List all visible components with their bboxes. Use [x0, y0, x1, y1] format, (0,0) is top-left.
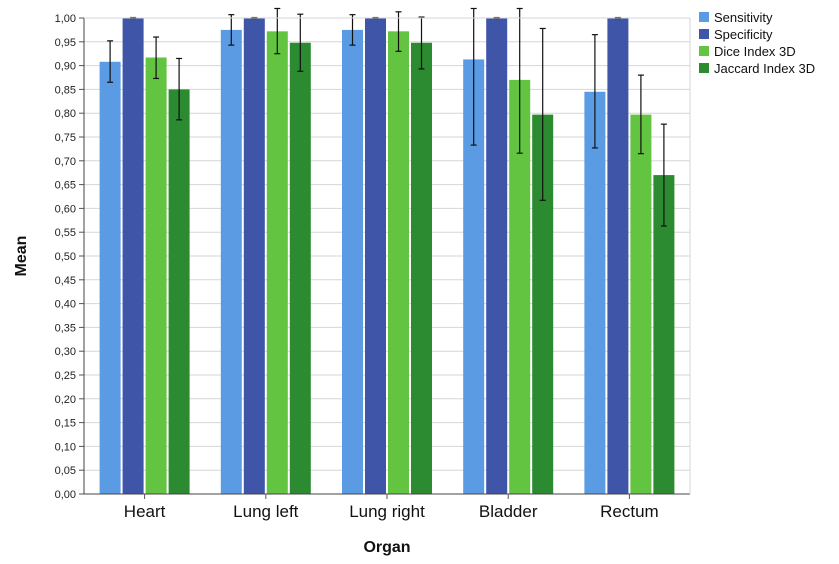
bar [122, 18, 144, 494]
legend-label: Dice Index 3D [714, 44, 796, 59]
x-category-labels: Heart Lung left Lung right Bladder Rectum [124, 502, 659, 521]
y-tick-label: 0,85 [55, 84, 76, 96]
y-tick-label: 0,40 [55, 299, 76, 311]
y-tick-label: 0,00 [55, 489, 76, 501]
bar [243, 18, 265, 494]
y-tick-label: 0,10 [55, 441, 76, 453]
bar [532, 114, 554, 495]
y-tick-label: 0,75 [55, 132, 76, 144]
y-tick-label: 0,45 [55, 275, 76, 287]
legend-swatch [699, 46, 709, 56]
bar [289, 42, 311, 494]
y-tick-label: 0,25 [55, 370, 76, 382]
bar [630, 114, 652, 495]
y-tick-label: 1,00 [55, 13, 76, 25]
bar [145, 57, 167, 495]
y-tick-label: 0,65 [55, 180, 76, 192]
y-tick-label: 0,70 [55, 156, 76, 168]
y-tick-label: 0,55 [55, 227, 76, 239]
y-tick-label: 0,95 [55, 37, 76, 49]
bar [365, 18, 386, 494]
y-tick-label: 0,35 [55, 322, 76, 334]
bar [220, 29, 242, 495]
y-axis-title: Mean [13, 236, 30, 277]
legend-label: Sensitivity [714, 10, 773, 25]
bar [607, 18, 629, 494]
bar [411, 42, 432, 494]
bar [653, 175, 675, 494]
bar [509, 79, 531, 494]
legend-label: Specificity [714, 27, 773, 42]
bar [168, 89, 190, 495]
legend-label: Jaccard Index 3D [714, 61, 815, 76]
bar [388, 31, 409, 494]
bar [486, 18, 508, 494]
x-category-label: Rectum [600, 502, 659, 521]
y-tick-label: 0,60 [55, 203, 76, 215]
y-tick-label: 0,90 [55, 61, 76, 73]
y-tick-label: 0,20 [55, 394, 76, 406]
bar [584, 91, 606, 494]
bar [342, 29, 363, 495]
legend-swatch [699, 12, 709, 22]
y-tick-label: 0,05 [55, 465, 76, 477]
bar [463, 59, 485, 495]
y-tick-label: 0,15 [55, 418, 76, 430]
legend-swatch [699, 63, 709, 73]
bar [266, 31, 288, 494]
bar [99, 61, 121, 495]
legend: Sensitivity Specificity Dice Index 3D Jacca… [699, 10, 815, 76]
axes [83, 17, 691, 499]
y-tick-label: 0,80 [55, 108, 76, 120]
legend-swatch [699, 29, 709, 39]
x-category-label: Bladder [479, 502, 538, 521]
x-category-label: Heart [124, 502, 166, 521]
x-category-label: Lung right [349, 502, 425, 521]
bars [99, 18, 675, 495]
y-tick-label: 0,50 [55, 251, 76, 263]
y-tick-labels: 0,00 0,05 0,10 0,15 0,20 0,25 0,30 0,35 0,40 0,45… [55, 13, 76, 501]
x-category-label: Lung left [233, 502, 298, 521]
x-axis-title: Organ [363, 539, 410, 556]
y-tick-label: 0,30 [55, 346, 76, 358]
